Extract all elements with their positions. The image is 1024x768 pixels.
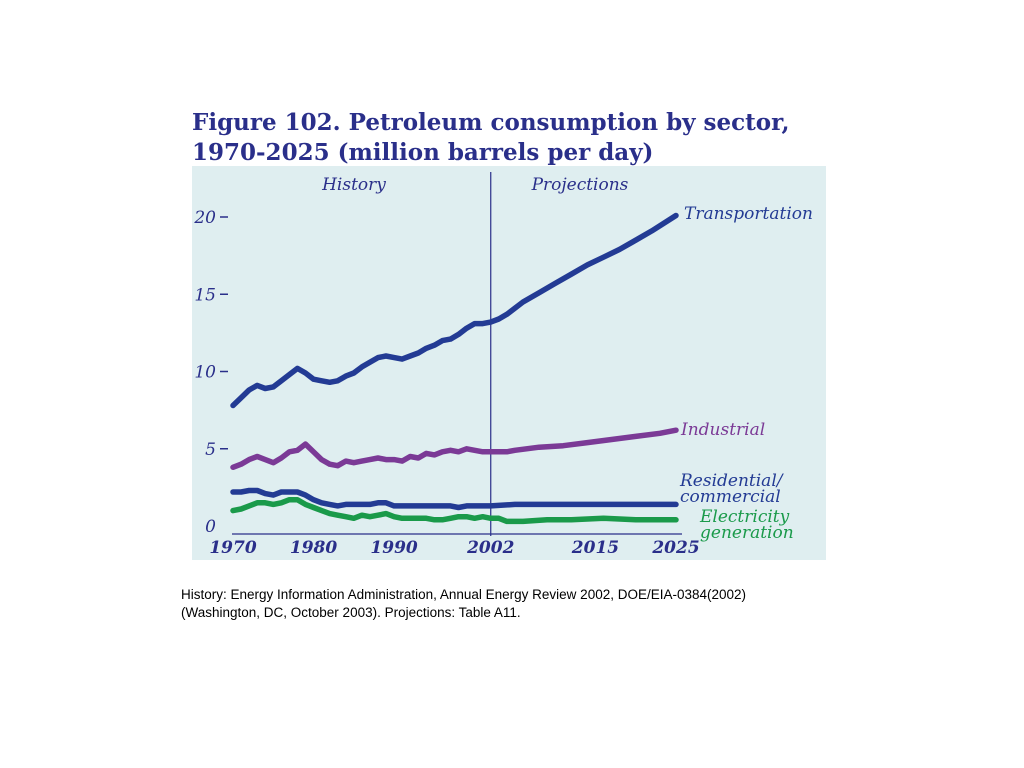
x-tick-label: 1990	[370, 538, 417, 558]
y-axis: 0 5 10 15 20	[193, 208, 228, 537]
series-label-transportation: Transportation	[684, 204, 813, 224]
x-axis: 1970 1980 1990 2002 2015 2025	[209, 533, 700, 558]
series-label-residential-commercial: commercial	[680, 487, 781, 507]
chart-title-line-1: Figure 102. Petroleum consumption by sec…	[192, 109, 790, 136]
region-label-projections: Projections	[531, 175, 629, 195]
series-label-industrial: Industrial	[680, 420, 765, 440]
source-line-1: History: Energy Information Administrati…	[181, 587, 747, 602]
series-line-residential-commercial	[230, 487, 679, 511]
series-line-electricity-generation	[230, 496, 679, 525]
chart-title: Figure 102. Petroleum consumption by sec…	[192, 108, 812, 168]
chart-title-line-2: 1970-2025 (million barrels per day)	[192, 139, 654, 166]
x-tick-label: 1980	[290, 538, 337, 558]
region-label-history: History	[321, 175, 386, 195]
x-tick-label: 2025	[651, 538, 699, 558]
y-tick-label: 5	[205, 440, 216, 460]
series-lines	[230, 212, 679, 525]
y-tick-label: 0	[205, 517, 216, 537]
series-label-residential-commercial: Residential/	[679, 471, 785, 491]
series-label-electricity-generation: generation	[700, 523, 794, 543]
series-line-industrial	[230, 427, 679, 471]
source-note: History: Energy Information Administrati…	[181, 586, 821, 622]
y-tick-label: 15	[194, 285, 216, 305]
series-line-transportation	[230, 212, 679, 409]
y-tick-label: 10	[194, 363, 216, 383]
x-tick-label: 2015	[571, 538, 619, 558]
series-labels: Transportation Industrial Residential/comm…	[679, 204, 813, 543]
y-tick-label: 20	[193, 208, 216, 228]
source-line-2: (Washington, DC, October 2003). Projecti…	[181, 605, 521, 620]
x-tick-label: 1970	[209, 538, 256, 558]
region-labels: History Projections	[321, 175, 629, 195]
series-label-electricity-generation: Electricity	[699, 507, 790, 527]
x-tick-label: 2002	[466, 538, 514, 558]
